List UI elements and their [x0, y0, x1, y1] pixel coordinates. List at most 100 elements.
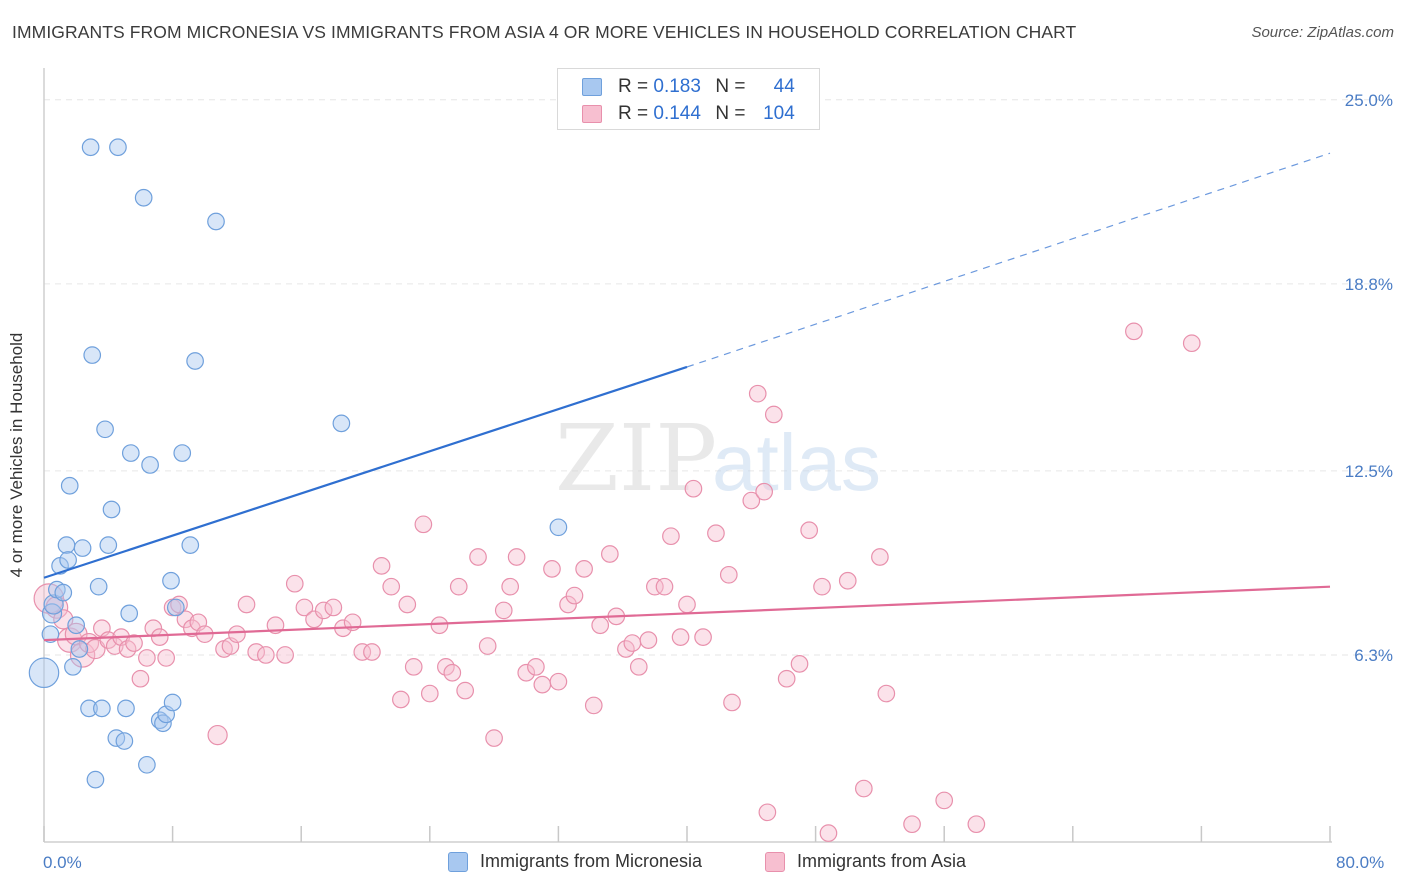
asia-point — [207, 724, 228, 746]
asia-point — [382, 577, 401, 596]
asia-point — [456, 681, 475, 700]
trend-lines — [43, 152, 1331, 642]
asia-point — [228, 625, 246, 644]
micronesia-point — [166, 598, 185, 617]
asia-point — [517, 663, 536, 682]
y-axis-label: 4 or more Vehicles in Household — [7, 332, 26, 578]
micronesia-point — [64, 657, 82, 676]
legend-r-value: 0.144 — [653, 103, 701, 124]
legend-n-value: 104 — [763, 103, 795, 124]
asia-point — [600, 545, 619, 563]
micronesia-point — [173, 444, 192, 462]
asia-point — [430, 616, 449, 635]
asia-point — [684, 479, 703, 498]
micronesia-point — [67, 616, 85, 635]
micronesia-point — [41, 625, 60, 644]
micronesia-point — [162, 571, 180, 590]
micronesia-point — [70, 640, 89, 658]
micronesia-point — [120, 604, 139, 623]
asia-point — [854, 779, 873, 798]
micronesia-point — [96, 420, 114, 439]
legend-r-label: R = — [618, 103, 649, 124]
legend-n-label: N = — [715, 103, 746, 124]
micronesia-point — [121, 444, 140, 462]
asia-point — [494, 601, 513, 620]
asia-point — [543, 560, 561, 578]
asia-point — [790, 655, 809, 673]
asia-point — [501, 577, 520, 596]
x-tick-max: 80.0% — [1336, 853, 1385, 872]
asia-point — [324, 598, 343, 617]
micronesia-point — [109, 138, 127, 157]
micronesia-point — [181, 536, 200, 554]
asia-point — [404, 657, 423, 676]
legend-r-label: R = — [618, 76, 649, 97]
series-micronesia — [28, 138, 568, 789]
asia-point — [903, 815, 921, 834]
asia-point — [575, 560, 593, 578]
micronesia-point — [115, 732, 134, 750]
micronesia-point — [332, 414, 351, 433]
asia-point — [678, 595, 696, 614]
asia-point — [755, 482, 774, 501]
asia-point — [449, 577, 468, 596]
micronesia-point — [89, 577, 108, 596]
asia-point — [800, 521, 819, 540]
legend-r-value: 0.183 — [653, 76, 701, 97]
asia-point — [671, 628, 690, 646]
asia-point — [138, 649, 156, 667]
asia-point — [170, 595, 188, 614]
micronesia-point — [102, 500, 121, 519]
micronesia-point — [86, 770, 105, 789]
y-tick-label: 6.3% — [1354, 646, 1393, 665]
asia-point — [639, 631, 658, 649]
micronesia-point — [57, 536, 76, 554]
micronesia-point — [28, 657, 60, 689]
asia-point — [662, 527, 680, 546]
asia-point — [507, 548, 526, 566]
asia-point — [559, 595, 577, 614]
micronesia-point — [163, 693, 182, 712]
asia-point — [655, 577, 674, 596]
watermark: ZIP atlas — [555, 405, 881, 512]
asia-point — [443, 663, 462, 682]
asia-point — [871, 548, 889, 566]
asia-point — [247, 643, 266, 661]
watermark-zip: ZIP — [555, 405, 717, 512]
gridlines — [44, 99, 1390, 656]
asia-point — [813, 577, 831, 596]
micronesia-trend-line — [43, 365, 688, 579]
correlation-legend: R = 0.183 N = 44 R = 0.144 N = 104 — [557, 68, 820, 130]
asia-point — [295, 598, 314, 617]
bottom-legend-asia: Immigrants from Asia — [765, 851, 966, 872]
asia-point — [85, 638, 106, 660]
asia-point — [549, 672, 568, 691]
asia-point — [527, 657, 545, 676]
asia-point — [485, 729, 503, 747]
micronesia-point — [117, 699, 135, 718]
micronesia-point — [138, 755, 156, 774]
micronesia-point — [207, 212, 225, 231]
legend-swatch-asia — [582, 105, 602, 123]
asia-point — [584, 696, 603, 715]
asia-point — [353, 643, 372, 661]
asia-point — [469, 548, 487, 566]
asia-point — [372, 557, 391, 575]
y-tick-label: 25.0% — [1345, 91, 1393, 110]
asia-point — [314, 601, 333, 620]
micronesia-point — [81, 138, 100, 157]
asia-point — [707, 524, 725, 543]
micronesia-point — [549, 518, 568, 537]
asia-point — [1125, 322, 1143, 341]
asia-point — [877, 684, 896, 703]
asia-point — [565, 586, 584, 605]
micronesia-point — [186, 352, 204, 370]
asia-point — [131, 669, 150, 688]
asia-point — [742, 491, 761, 510]
y-tick-label: 12.5% — [1345, 462, 1393, 481]
legend-row-micronesia: R = 0.183 N = 44 — [582, 75, 795, 99]
asia-point — [285, 574, 304, 593]
micronesia-point — [99, 536, 118, 554]
axes — [43, 68, 1332, 843]
